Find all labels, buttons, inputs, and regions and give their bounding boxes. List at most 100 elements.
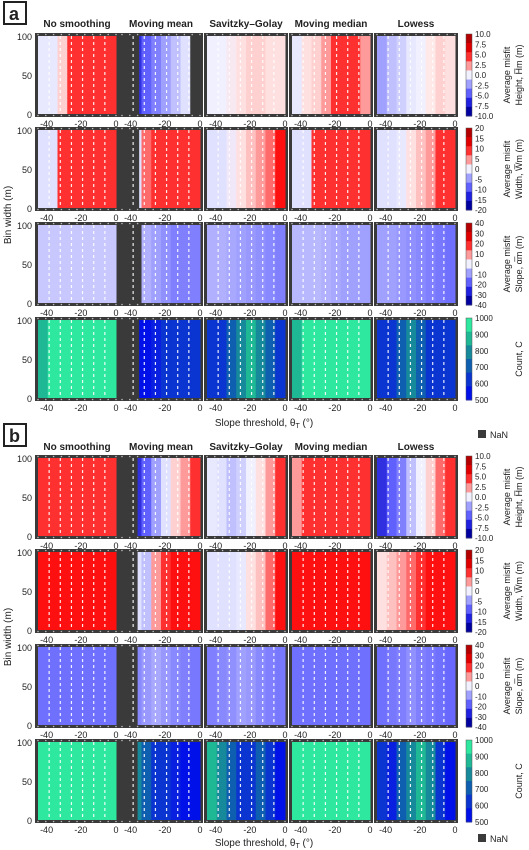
x-tick-label: 0 (367, 308, 372, 318)
x-tick-label: -40 (209, 541, 222, 551)
frame-dot (144, 398, 147, 401)
frame-dot (136, 644, 139, 647)
frame-dot (299, 630, 301, 633)
frame-dot (183, 127, 186, 130)
heatmap-band (301, 458, 312, 536)
frame-dot (45, 644, 47, 647)
x-tick-label: -40 (294, 825, 307, 835)
frame-dot (391, 398, 394, 401)
method-header: Moving mean (129, 19, 193, 30)
colorbar-tick: 40 (475, 219, 484, 228)
heatmap-band (180, 742, 191, 820)
heatmap-band (255, 320, 266, 398)
frame-dot (268, 222, 271, 225)
frame-dot (245, 127, 247, 130)
heatmap-band (311, 225, 322, 303)
frame-dot (361, 208, 364, 211)
heatmap-cell (289, 317, 373, 401)
heatmap-band (292, 647, 303, 725)
colorbar-swatch (466, 223, 472, 233)
colorbar-swatch (466, 164, 472, 175)
heatmap-band (321, 458, 332, 536)
frame-dot (384, 455, 386, 458)
frame-dot (76, 317, 78, 320)
y-tick-label: 50 (22, 777, 32, 787)
x-tick-label: -40 (40, 730, 53, 740)
heatmap-band (396, 320, 407, 398)
frame-dot (76, 820, 78, 823)
frame-dot (99, 303, 102, 306)
method-header: Lowess (398, 19, 435, 30)
frame-dot (353, 739, 356, 742)
frame-dot (160, 33, 162, 36)
x-tick-label: -20 (158, 119, 171, 129)
method-header: No smoothing (43, 19, 110, 30)
heatmap-band (67, 647, 78, 725)
heatmap-band (47, 552, 58, 630)
frame-dot (175, 644, 178, 647)
frame-dot (260, 630, 263, 633)
heatmap-band (377, 225, 388, 303)
frame-dot (407, 208, 410, 211)
frame-dot (322, 127, 325, 130)
colorbar-swatch (466, 345, 472, 360)
frame-dot (45, 317, 47, 320)
frame-dot (60, 455, 63, 458)
frame-dot (229, 630, 232, 633)
heatmap-band (236, 742, 247, 820)
heatmap-band (292, 36, 303, 114)
frame-dot (407, 549, 410, 552)
frame-dot (229, 536, 232, 539)
frame-dot (229, 303, 232, 306)
frame-dot (423, 820, 425, 823)
colorbar-swatch (466, 672, 472, 682)
x-tick-label: -40 (294, 403, 307, 413)
frame-dot (299, 398, 301, 401)
frame-dot (175, 398, 178, 401)
colorbar-swatch (466, 690, 472, 701)
colorbar-swatch (466, 137, 472, 147)
frame-dot (423, 127, 425, 130)
frame-dot (268, 630, 271, 633)
colorbar-tick: 5.0 (475, 51, 487, 60)
frame-dot (221, 630, 224, 633)
colorbar (465, 33, 473, 117)
frame-dot (407, 820, 410, 823)
frame-dot (430, 536, 433, 539)
heatmap-band (86, 742, 97, 820)
frame-dot (391, 317, 394, 320)
frame-dot (60, 33, 63, 36)
frame-dot (438, 208, 441, 211)
frame-dot (129, 222, 131, 225)
heatmap-band (106, 552, 117, 630)
colorbar-swatch (466, 492, 472, 503)
x-tick-label: 0 (282, 635, 287, 645)
frame-dot (229, 398, 232, 401)
frame-dot (399, 549, 402, 552)
frame-dot (45, 398, 47, 401)
nan-region (122, 130, 140, 208)
frame-dot (129, 303, 131, 306)
frame-dot (299, 549, 301, 552)
frame-dot (214, 208, 216, 211)
frame-dot (345, 208, 348, 211)
heatmap-band (445, 36, 456, 114)
x-tick-label: -40 (40, 541, 53, 551)
frame-dot (37, 114, 39, 117)
frame-dot (175, 820, 178, 823)
frame-dot (168, 536, 170, 539)
frame-dot (306, 33, 309, 36)
frame-dot (76, 549, 78, 552)
heatmap-band (180, 552, 191, 630)
frame-dot (175, 739, 178, 742)
nan-region (122, 552, 138, 630)
frame-dot (152, 739, 154, 742)
frame-dot (454, 739, 456, 742)
heatmap-band (265, 320, 276, 398)
heatmap-band (386, 320, 397, 398)
x-tick-label: 0 (452, 541, 457, 551)
frame-dot (91, 739, 94, 742)
x-tick-label: -40 (40, 825, 53, 835)
frame-dot (60, 208, 63, 211)
heatmap-band (321, 225, 332, 303)
